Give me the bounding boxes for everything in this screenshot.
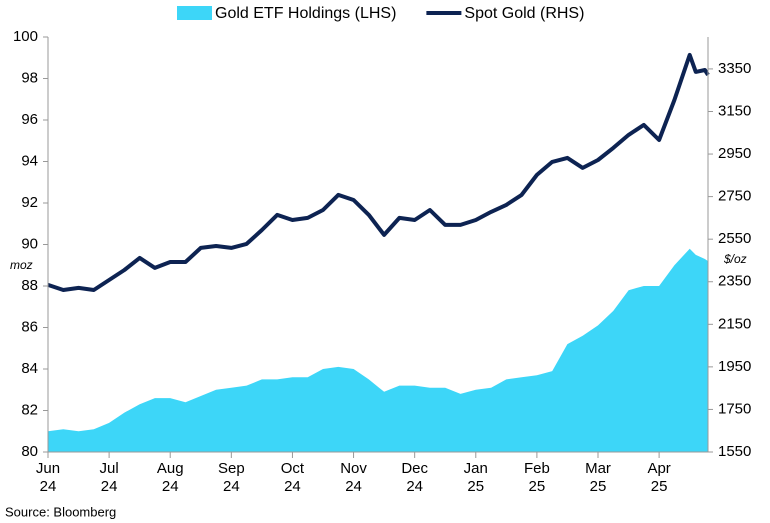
y-axis-label: moz <box>10 258 33 272</box>
line <box>47 52 710 292</box>
y-tick-label: 86 <box>21 318 38 335</box>
x-tick-label: Mar 25 <box>585 460 611 495</box>
x-tick-label: Aug 24 <box>156 460 184 495</box>
legend-label: Spot Gold (RHS) <box>464 5 584 22</box>
x-tick-label: Jul 24 <box>99 460 119 495</box>
legend-label: Gold ETF Holdings (LHS) <box>215 5 396 22</box>
y-tick-label: 82 <box>21 401 38 418</box>
y2-tick-label: 1750 <box>718 400 751 417</box>
y2-tick-label: 2350 <box>718 273 751 290</box>
source: Source: Bloomberg <box>5 504 116 519</box>
y-tick-label: 80 <box>21 443 38 460</box>
y-tick-label: 88 <box>21 277 38 294</box>
y-tick-label: 90 <box>21 235 38 252</box>
y-tick-label: 96 <box>21 111 38 128</box>
y2-tick-label: 1950 <box>718 358 751 375</box>
y2-tick-label: 1550 <box>718 443 751 460</box>
y2-tick-label: 2550 <box>718 230 751 247</box>
y2-tick-label: 2750 <box>718 188 751 205</box>
area <box>48 248 708 452</box>
x-tick-label: Apr 25 <box>647 460 671 495</box>
x-tick-label: Oct 24 <box>280 460 305 495</box>
y-tick-label: 94 <box>21 152 38 169</box>
y-tick-label: 98 <box>21 69 38 86</box>
x-tick-label: Dec 24 <box>401 460 428 495</box>
y2-tick-label: 2150 <box>718 315 751 332</box>
y2-tick-label: 3150 <box>718 102 751 119</box>
y-tick-label: 100 <box>13 28 38 45</box>
x-tick-label: Jan 25 <box>463 460 488 495</box>
x-tick-label: Sep 24 <box>217 460 245 495</box>
y-tick-label: 92 <box>21 194 38 211</box>
x-tick-label: Jun 24 <box>35 460 61 495</box>
y-tick-label: 84 <box>21 360 38 377</box>
legend-swatch <box>177 6 212 20</box>
x-tick-label: Feb 25 <box>523 460 550 495</box>
y2-tick-label: 3350 <box>718 60 751 77</box>
y2-axis-label: $/oz <box>723 252 747 266</box>
x-tick-label: Nov 24 <box>340 460 367 495</box>
y2-tick-label: 2950 <box>718 145 751 162</box>
